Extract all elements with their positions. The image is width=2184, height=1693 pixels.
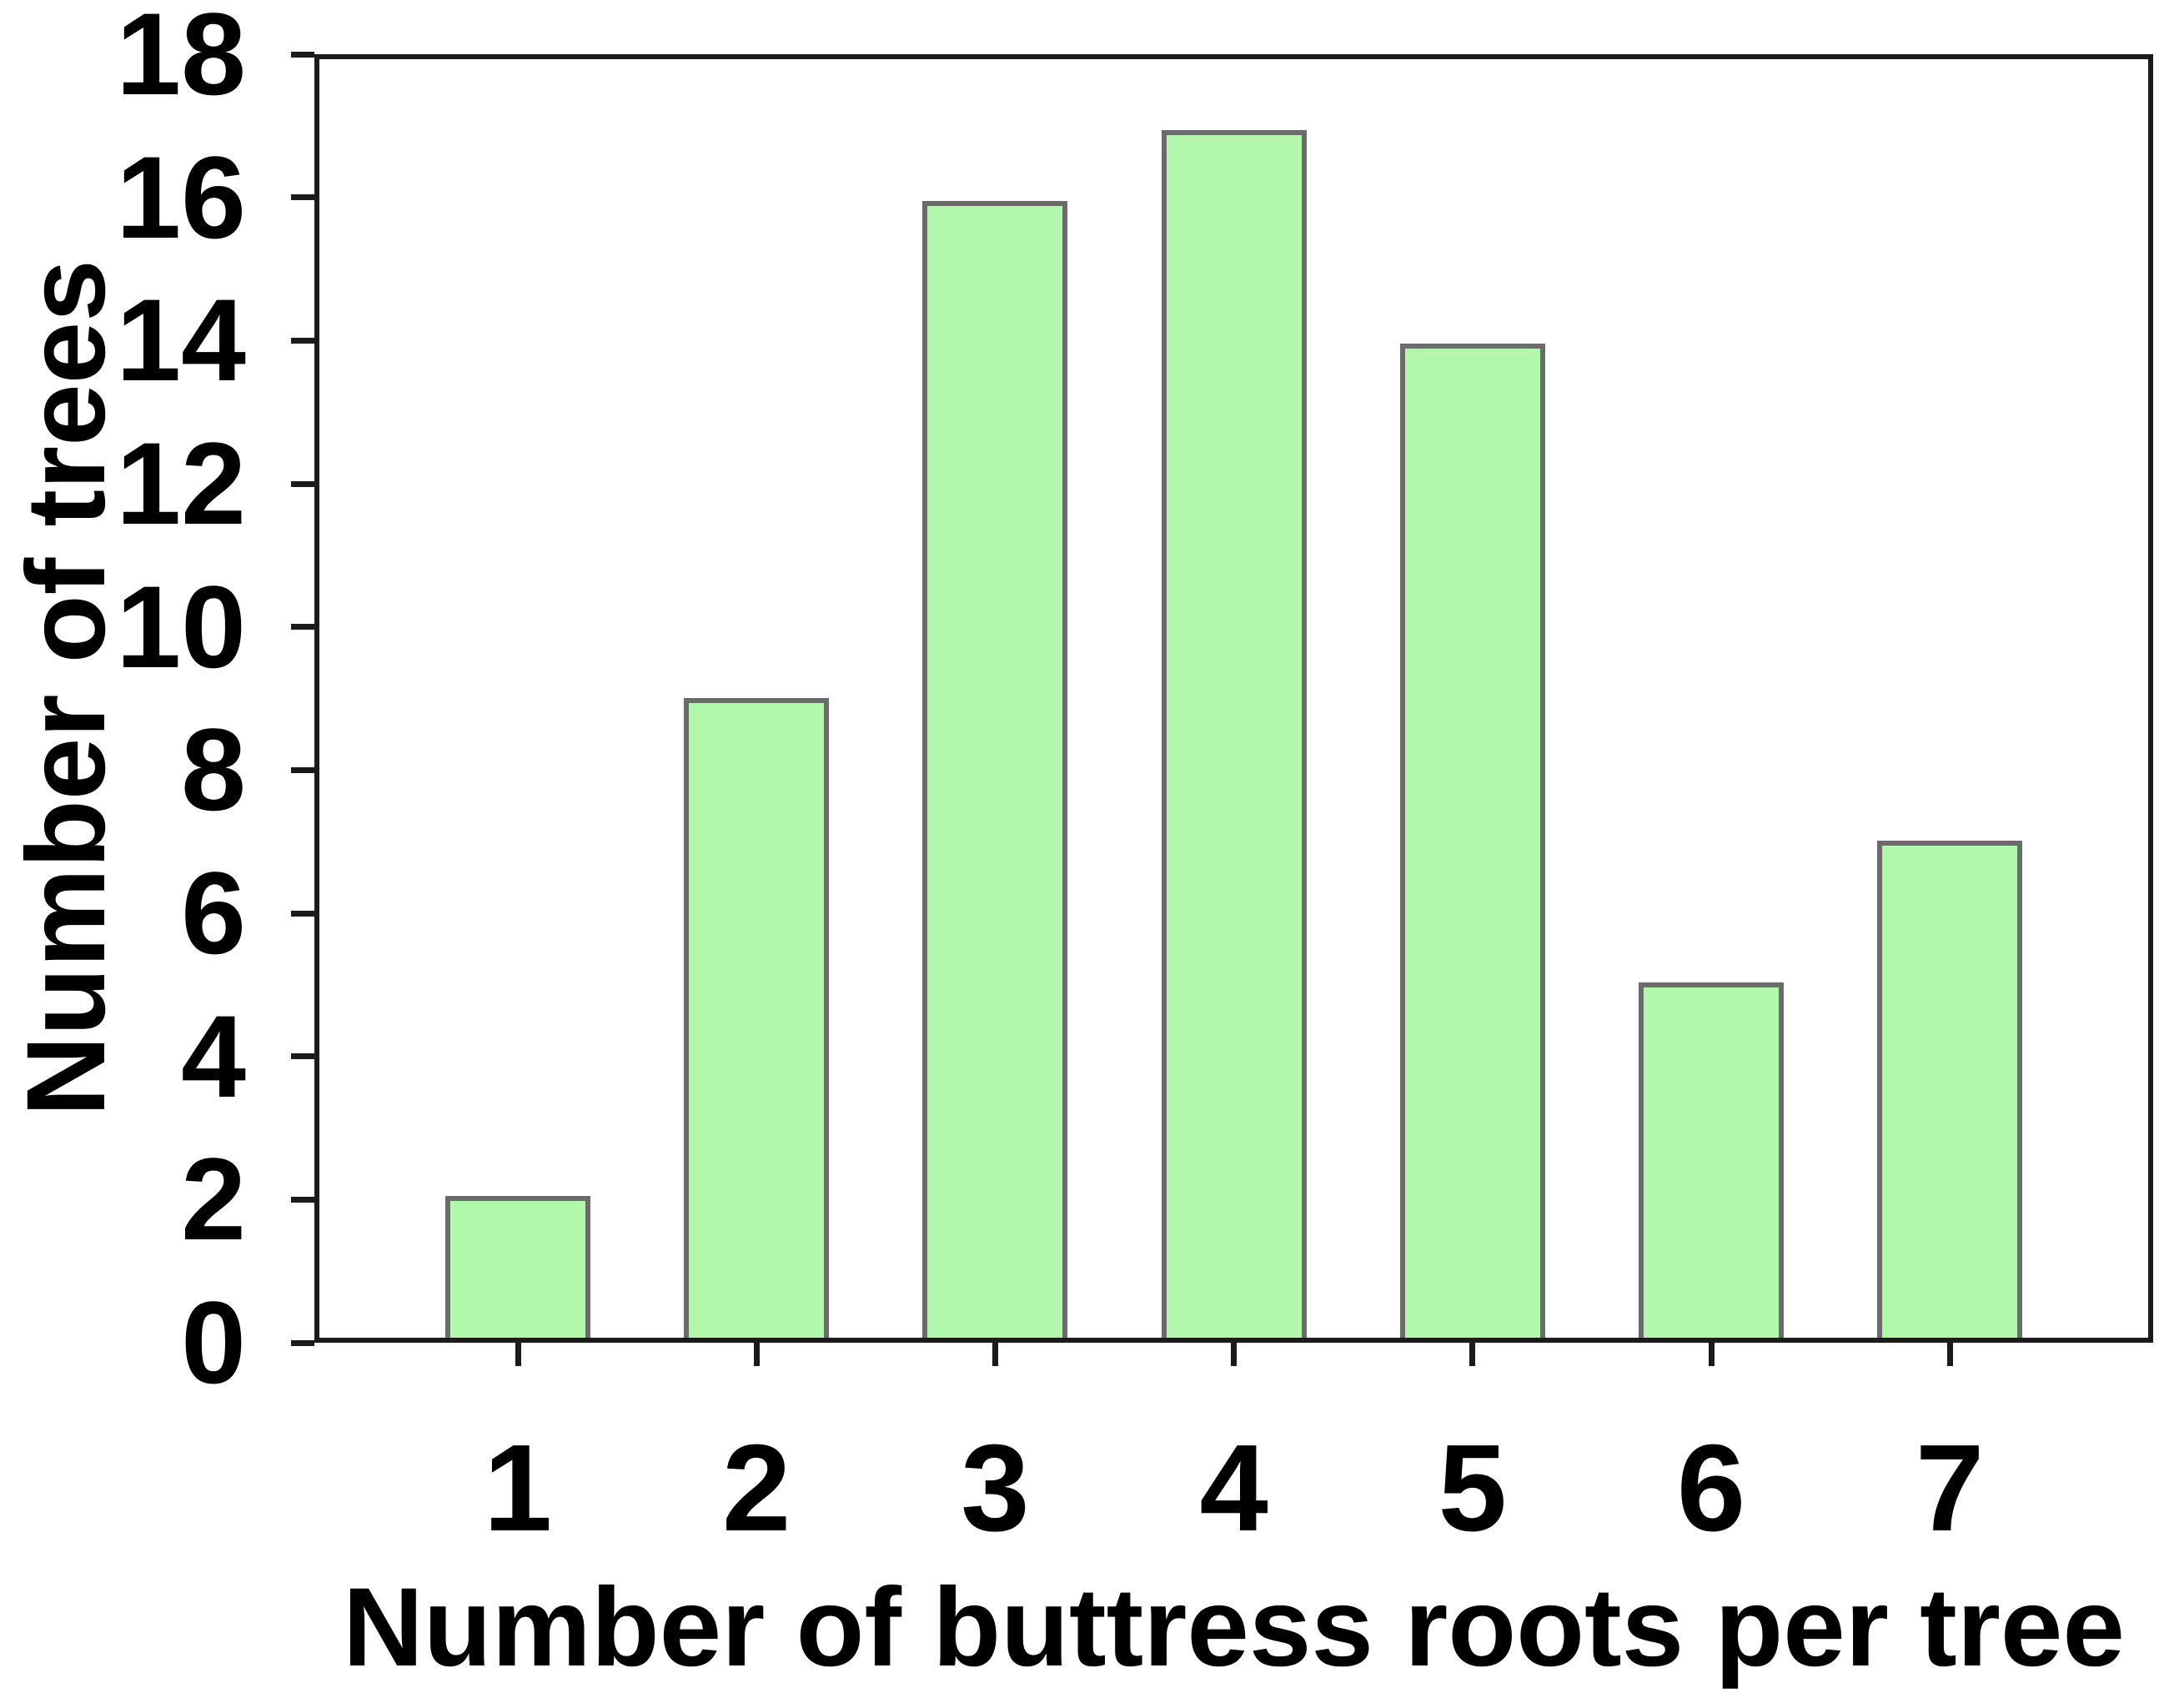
y-tick	[291, 480, 314, 487]
x-tick-label: 3	[961, 1419, 1030, 1557]
x-tick-label: 2	[722, 1419, 791, 1557]
x-tick	[1708, 1343, 1715, 1366]
x-tick-label: 6	[1676, 1419, 1746, 1557]
y-tick-label: 12	[116, 418, 246, 549]
plot-area	[314, 54, 2153, 1343]
x-tick-label: 1	[483, 1419, 553, 1557]
y-tick	[291, 1053, 314, 1060]
y-tick	[291, 1339, 314, 1346]
bar-4	[1161, 130, 1307, 1338]
bar-5	[1399, 344, 1545, 1338]
y-tick	[291, 1196, 314, 1203]
x-tick	[515, 1343, 521, 1366]
x-tick	[753, 1343, 760, 1366]
y-tick	[291, 624, 314, 630]
y-tick-label: 6	[181, 847, 246, 978]
y-tick-label: 2	[181, 1133, 246, 1265]
x-tick-label: 7	[1915, 1419, 1985, 1557]
y-tick-label: 16	[116, 131, 246, 263]
bar-3	[922, 201, 1068, 1338]
bar-2	[684, 698, 830, 1338]
y-tick-label: 4	[181, 990, 246, 1122]
y-tick	[291, 194, 314, 201]
bar-7	[1877, 841, 2023, 1338]
x-tick-label: 4	[1199, 1419, 1268, 1557]
x-tick	[1946, 1343, 1953, 1366]
x-tick-label: 5	[1438, 1419, 1507, 1557]
x-axis-title: Number of buttress roots per tree	[343, 1565, 2125, 1690]
y-tick	[291, 51, 314, 58]
x-tick	[1231, 1343, 1238, 1366]
y-tick-label: 10	[116, 560, 246, 692]
bar-1	[445, 1196, 590, 1338]
y-tick-label: 14	[116, 274, 246, 406]
x-tick	[1469, 1343, 1476, 1366]
bar-6	[1639, 982, 1784, 1338]
x-tick	[992, 1343, 998, 1366]
y-tick-label: 8	[181, 704, 246, 836]
y-tick	[291, 337, 314, 344]
y-tick	[291, 910, 314, 917]
y-tick-label: 18	[116, 0, 246, 119]
y-tick-label: 0	[181, 1277, 246, 1408]
y-tick	[291, 766, 314, 773]
